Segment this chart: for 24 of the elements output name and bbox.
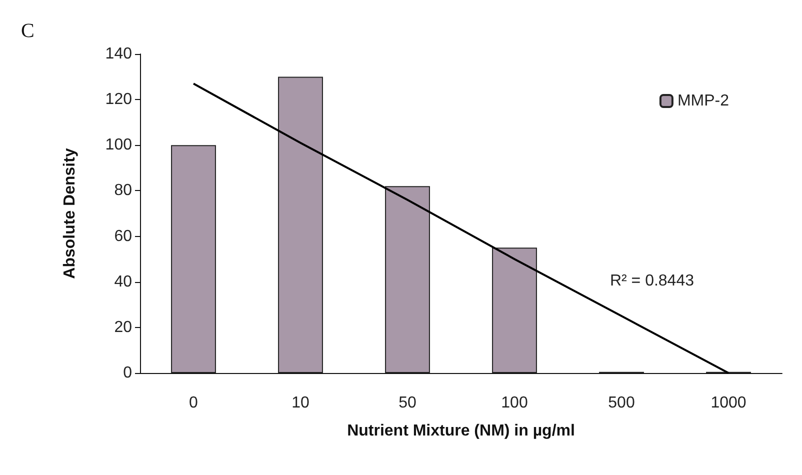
bar xyxy=(278,76,323,373)
y-tick-label: 80 xyxy=(114,182,132,200)
y-tick-label: 0 xyxy=(123,364,132,382)
y-tick-label: 60 xyxy=(114,228,132,245)
y-tick-label: 140 xyxy=(105,46,132,62)
bar xyxy=(171,145,216,373)
annotation: R² = 0.8443 xyxy=(610,272,694,290)
y-axis-title: Absolute Density xyxy=(62,148,78,279)
bar xyxy=(385,186,430,373)
x-tick-label: 1000 xyxy=(710,394,746,412)
x-tick-label: 10 xyxy=(292,394,310,412)
x-tick-label: 50 xyxy=(398,394,416,412)
y-tick-label: 20 xyxy=(114,318,132,336)
line-series xyxy=(192,82,730,374)
legend-label: MMP-2 xyxy=(677,92,730,110)
y-tick-label: 40 xyxy=(114,273,132,290)
y-tick-label: 100 xyxy=(105,136,132,154)
bar xyxy=(492,248,537,373)
x-tick-label: 100 xyxy=(501,394,528,412)
x-tick-label: 0 xyxy=(189,394,198,412)
x-axis-title: Nutrient Mixture (NM) in µg/ml xyxy=(347,422,575,440)
y-tick-label: 120 xyxy=(105,91,132,108)
x-tick-label: 500 xyxy=(608,394,635,412)
chart-title: C xyxy=(21,20,34,42)
